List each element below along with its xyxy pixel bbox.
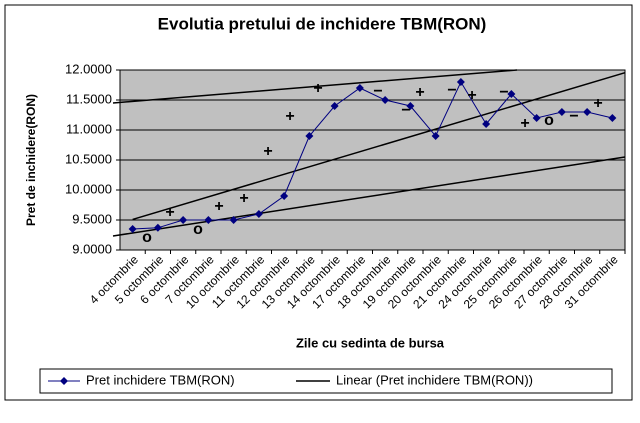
legend-marker xyxy=(60,377,68,385)
y-tick-label: 10.5000 xyxy=(65,151,112,166)
annotation: + xyxy=(520,115,529,132)
data-marker xyxy=(406,102,415,110)
annotation: + xyxy=(263,143,272,160)
data-marker xyxy=(431,132,440,140)
data-marker xyxy=(179,216,188,224)
data-line xyxy=(132,80,613,230)
data-marker xyxy=(153,223,162,232)
annotation: − xyxy=(499,84,508,101)
x-axis-label: Zile cu sedinta de bursa xyxy=(296,335,445,350)
channel-line xyxy=(112,156,626,237)
data-marker xyxy=(280,192,289,200)
annotation: o xyxy=(193,221,203,238)
annotation: + xyxy=(593,95,602,112)
annotation: − xyxy=(569,108,578,125)
legend-label: Pret inchidere TBM(RON) xyxy=(86,372,235,387)
data-marker xyxy=(557,108,566,116)
annotation: + xyxy=(285,108,294,125)
annotation: − xyxy=(401,102,410,119)
y-tick-label: 9.5000 xyxy=(72,211,112,226)
data-marker xyxy=(128,225,137,233)
channel-line xyxy=(112,69,518,104)
annotation: − xyxy=(373,83,382,100)
annotation: + xyxy=(239,190,248,207)
annotation: o xyxy=(142,229,152,246)
data-marker xyxy=(204,216,213,224)
data-marker xyxy=(608,114,617,122)
y-axis-label: Pret de inchidere(RON) xyxy=(24,94,38,226)
chart-title: Evolutia pretului de inchidere TBM(RON) xyxy=(158,14,487,33)
trendline xyxy=(132,71,626,221)
data-marker xyxy=(355,84,364,92)
annotation: + xyxy=(415,84,424,101)
annotation: − xyxy=(447,82,456,99)
annotation: + xyxy=(467,87,476,104)
data-marker xyxy=(532,114,541,122)
data-marker xyxy=(583,108,592,116)
data-marker xyxy=(254,210,263,218)
annotation: + xyxy=(165,204,174,221)
annotation: o xyxy=(544,112,554,129)
data-marker xyxy=(305,132,314,140)
data-marker xyxy=(381,96,390,104)
y-tick-label: 9.0000 xyxy=(72,241,112,256)
y-tick-label: 12.0000 xyxy=(65,61,112,76)
y-tick-label: 10.0000 xyxy=(65,181,112,196)
data-marker xyxy=(330,102,339,110)
data-marker xyxy=(482,120,491,128)
annotation: + xyxy=(313,80,322,97)
y-tick-label: 11.0000 xyxy=(66,121,112,136)
annotation: + xyxy=(214,198,223,215)
legend-label: Linear (Pret inchidere TBM(RON)) xyxy=(336,372,533,387)
data-marker xyxy=(507,90,516,98)
data-marker xyxy=(229,216,238,224)
data-marker xyxy=(456,78,465,86)
y-tick-label: 11.5000 xyxy=(66,91,112,106)
